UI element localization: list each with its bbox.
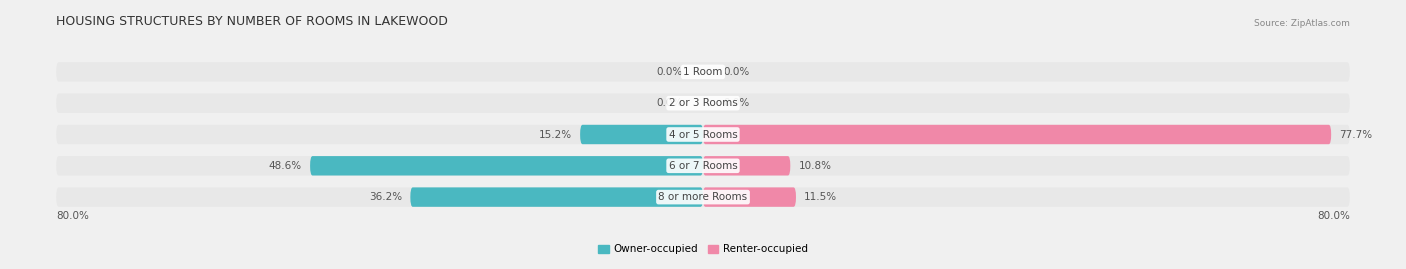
Text: 2 or 3 Rooms: 2 or 3 Rooms	[669, 98, 737, 108]
FancyBboxPatch shape	[703, 187, 796, 207]
FancyBboxPatch shape	[56, 62, 1350, 82]
Text: 4 or 5 Rooms: 4 or 5 Rooms	[669, 129, 737, 140]
FancyBboxPatch shape	[311, 156, 703, 175]
Text: HOUSING STRUCTURES BY NUMBER OF ROOMS IN LAKEWOOD: HOUSING STRUCTURES BY NUMBER OF ROOMS IN…	[56, 15, 449, 28]
Text: 77.7%: 77.7%	[1340, 129, 1372, 140]
Text: 0.0%: 0.0%	[657, 98, 683, 108]
Text: 80.0%: 80.0%	[56, 211, 89, 221]
Text: 6 or 7 Rooms: 6 or 7 Rooms	[669, 161, 737, 171]
Text: 36.2%: 36.2%	[370, 192, 402, 202]
Legend: Owner-occupied, Renter-occupied: Owner-occupied, Renter-occupied	[595, 240, 811, 259]
Text: 0.0%: 0.0%	[723, 98, 749, 108]
Text: 48.6%: 48.6%	[269, 161, 302, 171]
Text: 8 or more Rooms: 8 or more Rooms	[658, 192, 748, 202]
FancyBboxPatch shape	[56, 156, 1350, 175]
Text: 0.0%: 0.0%	[723, 67, 749, 77]
Text: 15.2%: 15.2%	[538, 129, 572, 140]
Text: 11.5%: 11.5%	[804, 192, 837, 202]
FancyBboxPatch shape	[56, 125, 1350, 144]
FancyBboxPatch shape	[56, 187, 1350, 207]
FancyBboxPatch shape	[703, 125, 1331, 144]
Text: 0.0%: 0.0%	[657, 67, 683, 77]
FancyBboxPatch shape	[581, 125, 703, 144]
FancyBboxPatch shape	[703, 156, 790, 175]
Text: 1 Room: 1 Room	[683, 67, 723, 77]
Text: 80.0%: 80.0%	[1317, 211, 1350, 221]
FancyBboxPatch shape	[411, 187, 703, 207]
Text: 10.8%: 10.8%	[799, 161, 831, 171]
FancyBboxPatch shape	[56, 94, 1350, 113]
Text: Source: ZipAtlas.com: Source: ZipAtlas.com	[1254, 19, 1350, 28]
